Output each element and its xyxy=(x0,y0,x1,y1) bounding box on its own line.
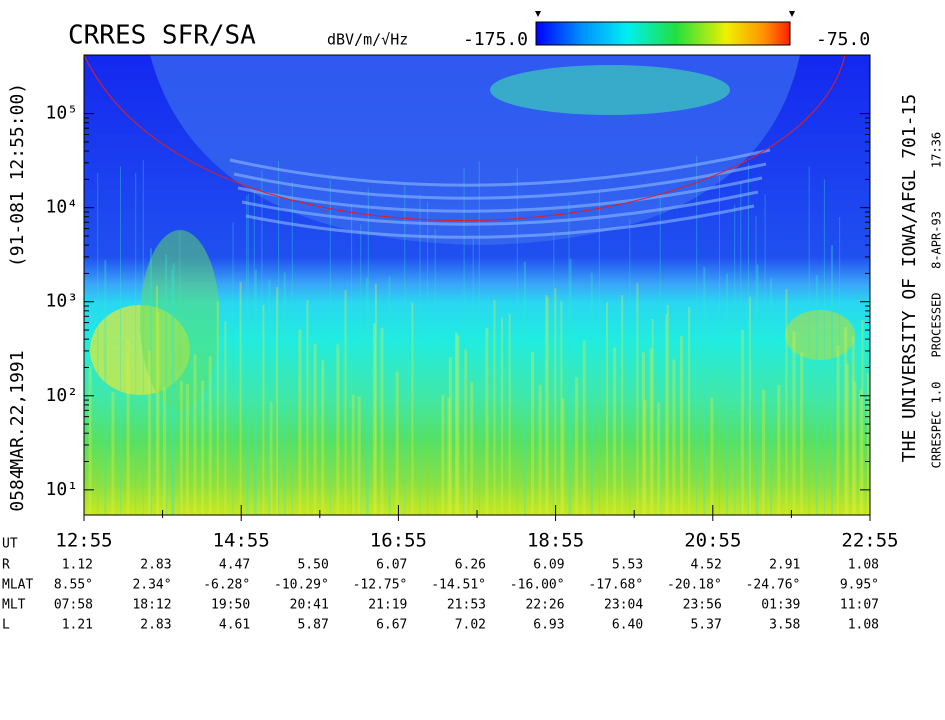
ephemeris-value: 23:04 xyxy=(604,598,643,613)
ephemeris-value: 4.52 xyxy=(690,558,721,573)
side-label: 17:36 xyxy=(930,132,944,168)
y-tick-label: 10⁵ xyxy=(45,103,78,124)
ephemeris-value: 1.08 xyxy=(848,558,879,573)
ephemeris-value: 1.12 xyxy=(62,558,93,573)
ephemeris-value: 21:19 xyxy=(368,598,407,613)
ephemeris-value: 5.37 xyxy=(690,618,721,633)
gyrofrequency-curve xyxy=(83,54,846,221)
ephemeris-value: 2.91 xyxy=(769,558,800,573)
texture-band xyxy=(241,190,759,226)
side-label: MAR.22,1991 xyxy=(7,350,28,469)
ephemeris-value: -17.68° xyxy=(588,578,643,593)
ephemeris-value: 6.40 xyxy=(612,618,643,633)
emission-blob xyxy=(140,230,220,410)
ephemeris-label: MLT xyxy=(2,598,26,613)
texture-band xyxy=(233,162,767,200)
ephemeris-value: 07:58 xyxy=(54,598,93,613)
ephemeris-value: 19:50 xyxy=(211,598,250,613)
spectrogram xyxy=(84,55,870,515)
y-tick-label: 10⁴ xyxy=(45,197,78,218)
ephemeris-value: 23:56 xyxy=(683,598,722,613)
ephemeris-value: 5.50 xyxy=(297,558,328,573)
ephemeris-value: 01:39 xyxy=(761,598,800,613)
ephemeris-value: 4.47 xyxy=(219,558,250,573)
ephemeris-label: MLAT xyxy=(2,578,33,593)
y-tick-label: 10² xyxy=(45,385,78,406)
ephemeris-value: 18:12 xyxy=(132,598,171,613)
colorbar xyxy=(535,21,791,46)
ephemeris-value: 8.55° xyxy=(54,578,93,593)
colorbar-min-label: -175.0 xyxy=(463,29,528,50)
x-tick-label: 12:55 xyxy=(55,530,112,552)
ephemeris-value: 5.53 xyxy=(612,558,643,573)
ephemeris-value: -14.51° xyxy=(431,578,486,593)
ephemeris-value: 6.67 xyxy=(376,618,407,633)
x-tick-label: 18:55 xyxy=(527,530,584,552)
ephemeris-value: 6.09 xyxy=(533,558,564,573)
ephemeris-value: 1.08 xyxy=(848,618,879,633)
ephemeris-value: -12.75° xyxy=(353,578,408,593)
colorbar-label: dBV/m/√Hz xyxy=(327,31,408,49)
emission-blob xyxy=(490,65,730,115)
ephemeris-value: 2.34° xyxy=(132,578,171,593)
colorbar-limit-marker xyxy=(789,11,795,17)
y-tick-label: 10¹ xyxy=(45,479,78,500)
colorbar-max-label: -75.0 xyxy=(816,29,870,50)
ephemeris-value: 3.58 xyxy=(769,618,800,633)
ephemeris-value: 4.61 xyxy=(219,618,250,633)
ephemeris-value: 2.83 xyxy=(140,618,171,633)
x-tick-label: 22:55 xyxy=(841,530,898,552)
emission-blob xyxy=(785,310,855,360)
ephemeris-value: -16.00° xyxy=(510,578,565,593)
side-label: PROCESSED xyxy=(930,292,944,357)
texture-band xyxy=(245,204,755,239)
ephemeris-value: 9.95° xyxy=(840,578,879,593)
ephemeris-value: 2.83 xyxy=(140,558,171,573)
ephemeris-value: -6.28° xyxy=(203,578,250,593)
ephemeris-label: L xyxy=(2,618,10,633)
side-label: CRRESPEC 1.0 xyxy=(930,382,944,469)
side-label: (91-081 12:55:00) xyxy=(7,83,28,267)
ephemeris-value: -20.18° xyxy=(667,578,722,593)
side-label: THE UNIVERSITY OF IOWA/AFGL 701-15 xyxy=(899,94,920,462)
texture-band xyxy=(229,148,771,187)
ephemeris-value: 21:53 xyxy=(447,598,486,613)
ephemeris-value: 1.21 xyxy=(62,618,93,633)
side-label: 8-APR-93 xyxy=(930,211,944,269)
x-tick-label: 14:55 xyxy=(213,530,270,552)
side-label: 0584 xyxy=(7,468,28,511)
ephemeris-value: 5.87 xyxy=(297,618,328,633)
x-axis-label: UT xyxy=(2,537,18,552)
ephemeris-value: 6.93 xyxy=(533,618,564,633)
ephemeris-label: R xyxy=(2,558,10,573)
ephemeris-value: 6.26 xyxy=(455,558,486,573)
ephemeris-value: 7.02 xyxy=(455,618,486,633)
chart-title: CRRES SFR/SA xyxy=(68,21,256,51)
x-tick-label: 20:55 xyxy=(684,530,741,552)
y-tick-label: 10³ xyxy=(45,291,78,312)
ephemeris-value: 6.07 xyxy=(376,558,407,573)
ephemeris-value: -10.29° xyxy=(274,578,329,593)
ephemeris-value: 11:07 xyxy=(840,598,879,613)
x-tick-label: 16:55 xyxy=(370,530,427,552)
ephemeris-value: -24.76° xyxy=(746,578,801,593)
colorbar-limit-marker xyxy=(535,11,541,17)
ephemeris-value: 20:41 xyxy=(290,598,329,613)
texture-band xyxy=(237,176,763,213)
ephemeris-value: 22:26 xyxy=(525,598,564,613)
